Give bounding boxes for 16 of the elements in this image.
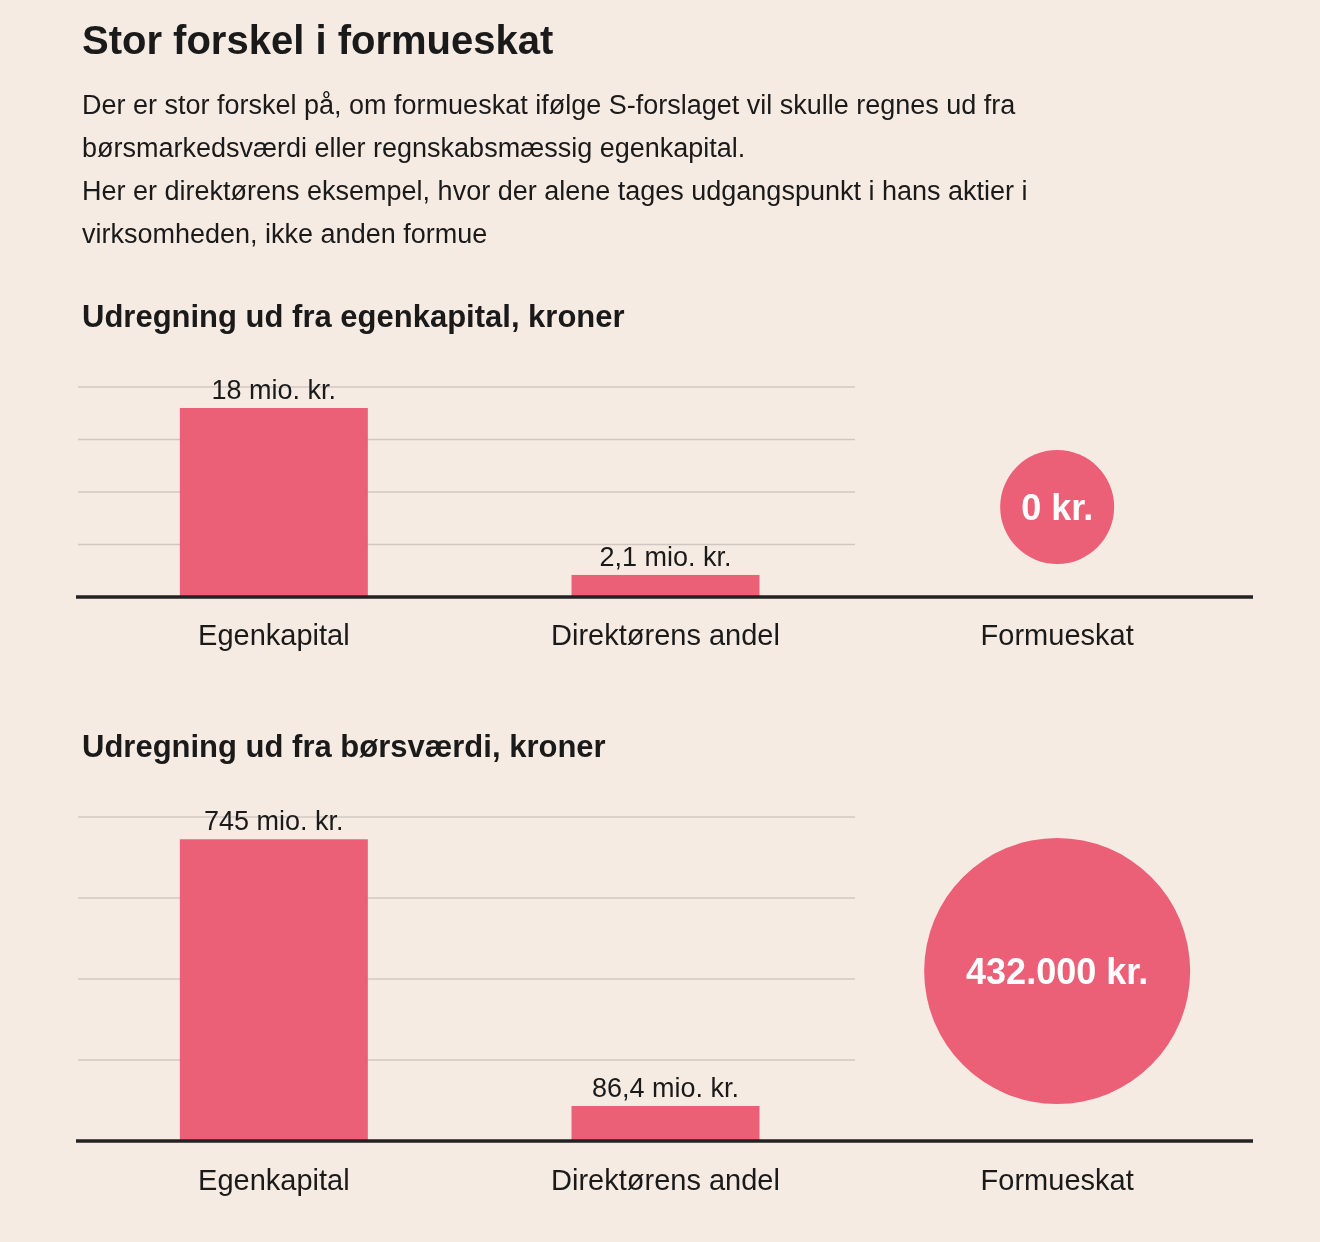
text: Der er stor forskel på, om formueskat ifølge S-forslaget vil skulle regnes ud fra børsmarkedsværdi eller regnskabsmæssig egenkapital. Her er direktørens eksempel, hvor der alene tages udgangspunkt i hans aktier i virksomheden, ikke anden formue: [82, 90, 1028, 249]
data-label: 745 mio. kr.: [204, 806, 344, 837]
x-tick-label: Formueskat: [980, 619, 1134, 652]
x-tick-label: Direktørens andel: [551, 1164, 780, 1197]
text: Stor forskel i formueskat: [82, 18, 554, 62]
chart-title: Udregning ud fra egenkapital, kroner: [82, 299, 625, 334]
data-label: 86,4 mio. kr.: [591, 1073, 740, 1104]
x-tick-label: Egenkapital: [198, 1164, 350, 1197]
chart-title: Udregning ud fra børsværdi, kroner: [82, 729, 606, 764]
data-label: 2,1 mio. kr.: [599, 541, 732, 572]
data-label: 18 mio. kr.: [211, 375, 337, 405]
x-tick-label: Direktørens andel: [551, 619, 780, 652]
annotation: 432.000 kr.: [966, 950, 1149, 992]
x-tick-label: Egenkapital: [198, 619, 350, 652]
annotation: 0 kr.: [1021, 486, 1094, 528]
x-tick-label: Formueskat: [980, 1164, 1134, 1197]
